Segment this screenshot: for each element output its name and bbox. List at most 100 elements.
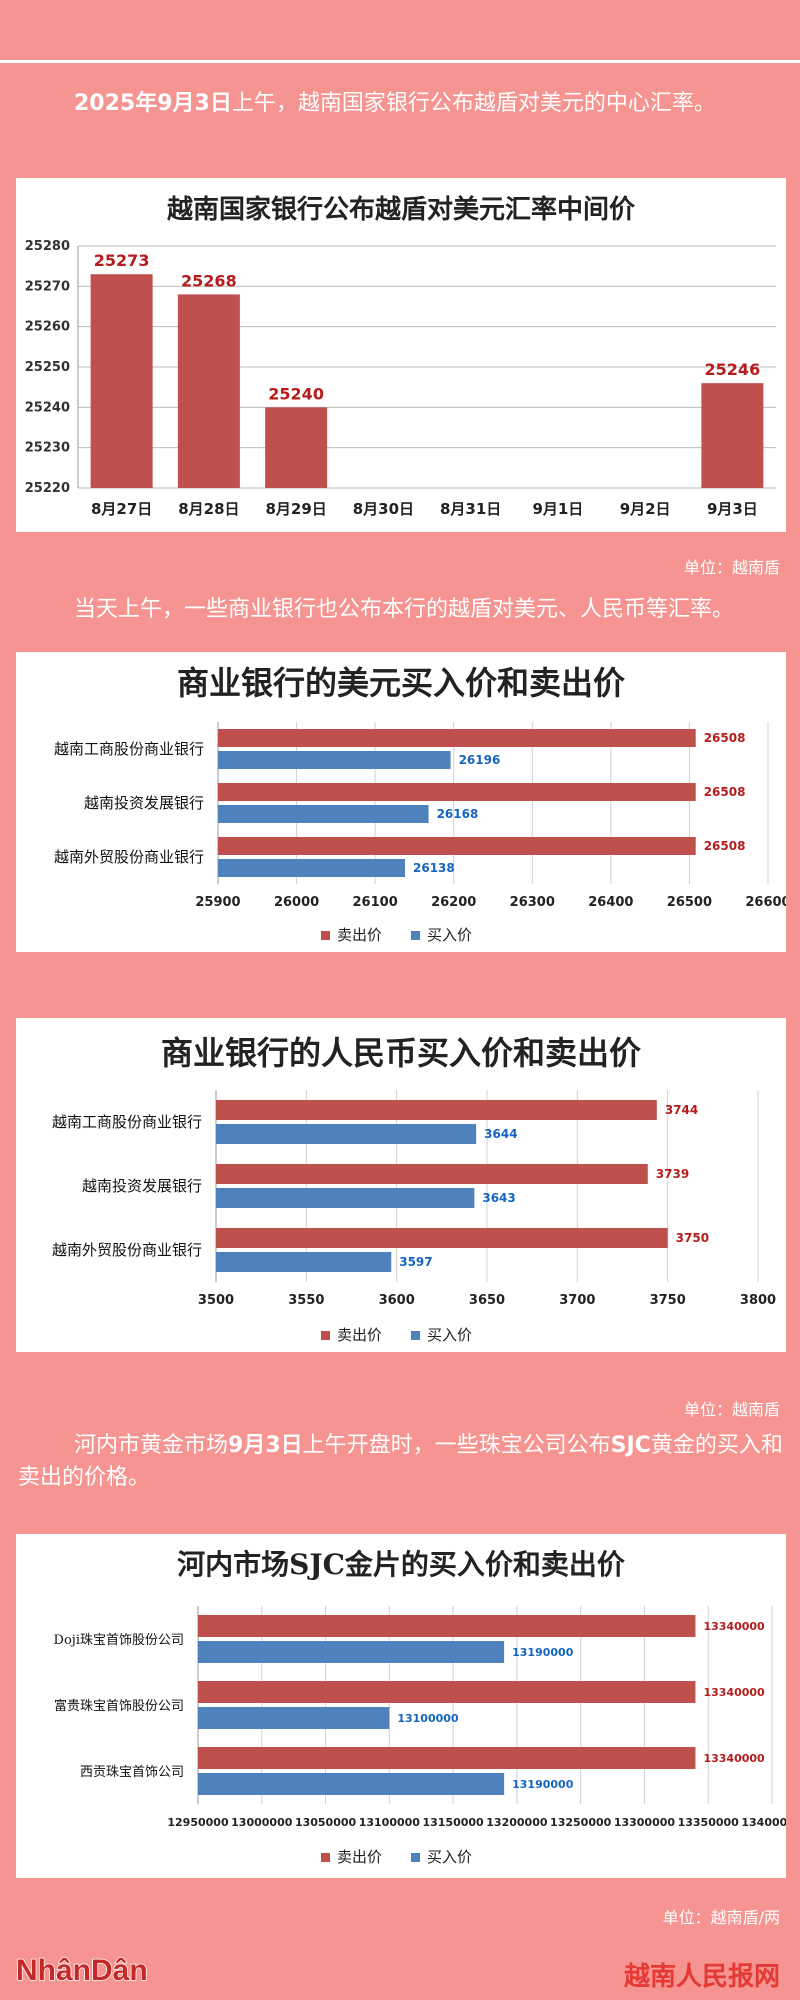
x-tick-label: 13350000 xyxy=(678,1816,740,1829)
top-divider xyxy=(0,60,800,63)
x-tick-label: 13250000 xyxy=(550,1816,612,1829)
bar xyxy=(218,805,429,823)
x-tick-label: 26400 xyxy=(588,895,633,910)
x-tick-label: 26600 xyxy=(745,895,786,910)
category-label: 富贵珠宝首饰股份公司 xyxy=(54,1698,184,1714)
bar xyxy=(90,274,153,488)
x-tick-label: 3750 xyxy=(650,1293,686,1308)
x-tick-label: 8月30日 xyxy=(353,500,414,518)
x-tick-label: 8月29日 xyxy=(265,500,326,518)
data-label: 25246 xyxy=(705,360,761,379)
bar xyxy=(218,783,696,801)
intro-paragraph-2: 当天上午，一些商业银行也公布本行的越盾对美元、人民币等汇率。 xyxy=(74,597,735,622)
data-label: 26508 xyxy=(704,785,746,799)
bar xyxy=(216,1124,477,1144)
legend-label-buy: 买入价 xyxy=(427,926,472,944)
y-tick-label: 25240 xyxy=(25,400,70,415)
chart-title: 商业银行的人民币买入价和卖出价 xyxy=(161,1034,641,1072)
data-label: 3644 xyxy=(484,1127,517,1141)
chart-panel-3: 商业银行的人民币买入价和卖出价 3500 3550 3600 3650 3700 3750 3… xyxy=(16,1018,786,1352)
x-tick-label: 3650 xyxy=(469,1293,505,1308)
bar xyxy=(218,751,451,769)
data-label: 25273 xyxy=(94,251,150,270)
x-tick-label: 9月3日 xyxy=(707,500,758,518)
bar xyxy=(218,837,696,855)
data-label: 26196 xyxy=(459,753,501,767)
usd-bank-rate-chart: 商业银行的美元买入价和卖出价 25900 26000 26100 26200 26300 2… xyxy=(54,664,786,944)
bar xyxy=(198,1773,505,1795)
unit-label-1: 单位：越南盾 xyxy=(683,558,780,577)
y-tick-label: 25270 xyxy=(25,279,70,294)
intro3-date: 9月3日 xyxy=(228,1433,303,1458)
x-tick-label: 13200000 xyxy=(486,1816,548,1829)
intro3-brand: SJC xyxy=(610,1433,651,1458)
x-tick-label: 13100000 xyxy=(359,1816,421,1829)
x-tick-label: 25900 xyxy=(195,895,240,910)
x-tick-label: 26300 xyxy=(510,895,555,910)
x-tick-label: 3500 xyxy=(198,1293,234,1308)
intro-paragraph-3: 河内市黄金市场9月3日上午开盘时，一些珠宝公司公布SJC黄金的买入和卖出的价格。 xyxy=(18,1433,783,1490)
intro1-text: 上午，越南国家银行公布越盾对美元的中心汇率。 xyxy=(231,91,716,116)
data-label: 25240 xyxy=(268,384,324,403)
intro1-date: 2025年9月3日 xyxy=(74,91,232,116)
data-label: 13340000 xyxy=(703,1752,765,1765)
chart-panel-4: 河内市场SJC金片的买入价和卖出价 12950000 13000000 1305000… xyxy=(16,1534,786,1878)
x-tick-label: 3550 xyxy=(288,1293,324,1308)
legend-swatch-buy xyxy=(411,931,420,940)
cny-bank-rate-chart: 商业银行的人民币买入价和卖出价 3500 3550 3600 3650 3700 3750 3… xyxy=(52,1034,776,1344)
x-tick-label: 3700 xyxy=(559,1293,595,1308)
unit-label-2: 单位：越南盾 xyxy=(683,1400,780,1419)
bar xyxy=(701,383,764,488)
logo-text: NhânDân xyxy=(16,1954,148,1987)
data-label: 13100000 xyxy=(397,1712,459,1725)
data-label: 13190000 xyxy=(512,1646,574,1659)
intro-paragraph-1: 2025年9月3日上午，越南国家银行公布越盾对美元的中心汇率。 xyxy=(18,88,788,120)
x-tick-label: 9月2日 xyxy=(620,500,671,518)
bar xyxy=(218,729,696,747)
legend-label-sell: 卖出价 xyxy=(337,1326,382,1344)
central-rate-chart: 越南国家银行公布越盾对美元汇率中间价 25220 25230 25240 25250 25… xyxy=(25,194,776,518)
category-label: 越南外贸股份商业银行 xyxy=(54,848,204,866)
data-label: 3750 xyxy=(676,1231,709,1245)
legend-label-buy: 买入价 xyxy=(427,1326,472,1344)
x-tick-label: 26200 xyxy=(431,895,476,910)
data-label: 13190000 xyxy=(512,1778,574,1791)
x-tick-label: 26100 xyxy=(353,895,398,910)
data-label: 13340000 xyxy=(703,1686,765,1699)
data-label: 3643 xyxy=(482,1191,515,1205)
category-label: 越南投资发展银行 xyxy=(82,1177,202,1195)
category-label: Doji珠宝首饰股份公司 xyxy=(54,1633,184,1648)
data-label: 26508 xyxy=(704,731,746,745)
chart-title: 越南国家银行公布越盾对美元汇率中间价 xyxy=(167,194,636,225)
data-label: 3739 xyxy=(656,1167,689,1181)
legend-swatch-buy xyxy=(411,1331,420,1340)
bar xyxy=(216,1188,475,1208)
legend-swatch-sell xyxy=(321,1331,330,1340)
bar xyxy=(218,859,405,877)
bar xyxy=(216,1100,657,1120)
bar xyxy=(198,1641,505,1663)
bar xyxy=(198,1747,696,1769)
unit-label-3: 单位：越南盾/两 xyxy=(662,1908,780,1927)
x-tick-label: 13150000 xyxy=(422,1816,484,1829)
x-tick-label: 13400000 xyxy=(741,1816,786,1829)
site-name: 越南人民报网 xyxy=(623,1962,780,1992)
category-label: 西贡珠宝首饰公司 xyxy=(80,1765,184,1780)
x-tick-label: 13050000 xyxy=(295,1816,357,1829)
data-label: 26138 xyxy=(413,861,455,875)
x-tick-label: 3800 xyxy=(740,1293,776,1308)
data-label: 13340000 xyxy=(703,1620,765,1633)
bar xyxy=(216,1252,392,1272)
data-label: 26508 xyxy=(704,839,746,853)
bar xyxy=(198,1615,696,1637)
x-tick-label: 9月1日 xyxy=(532,500,583,518)
data-label: 3744 xyxy=(665,1103,698,1117)
y-tick-label: 25260 xyxy=(25,320,70,335)
y-tick-label: 25280 xyxy=(25,239,70,254)
x-tick-label: 13300000 xyxy=(614,1816,676,1829)
x-tick-label: 8月31日 xyxy=(440,500,501,518)
legend-swatch-sell xyxy=(321,1853,330,1862)
category-label: 越南投资发展银行 xyxy=(84,794,204,812)
legend-label-sell: 卖出价 xyxy=(337,926,382,944)
data-label: 26168 xyxy=(437,807,479,821)
